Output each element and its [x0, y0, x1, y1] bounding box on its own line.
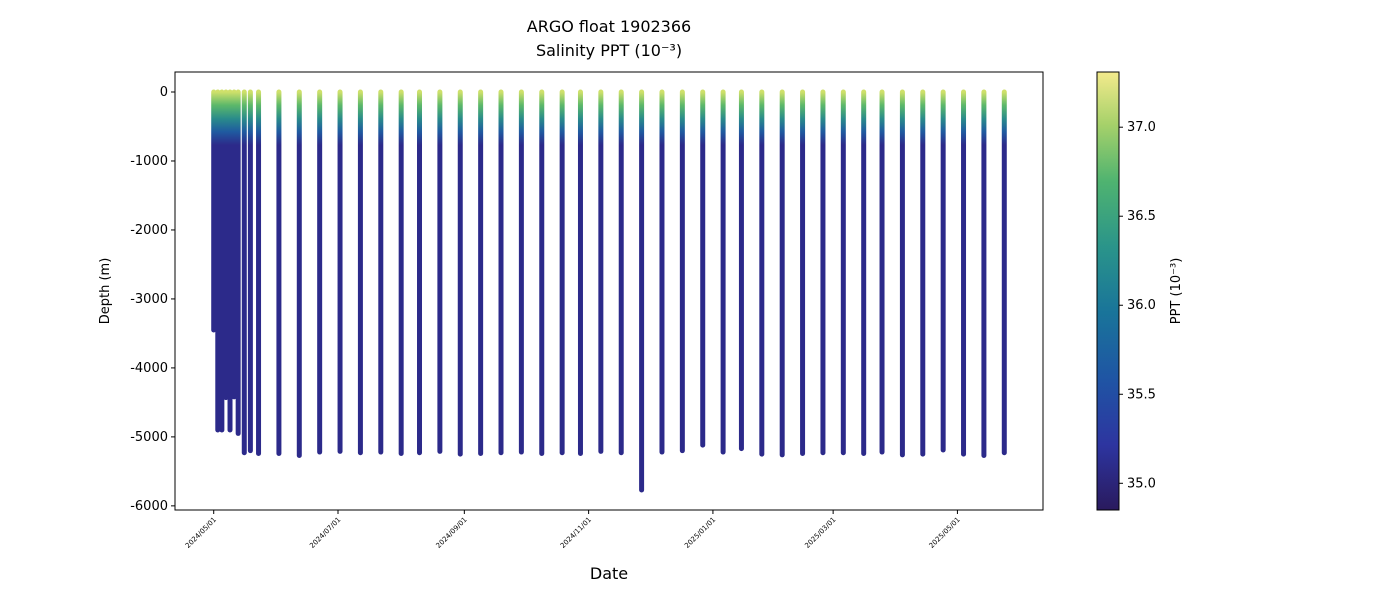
colorbar-tick-label: 37.0 — [1127, 120, 1156, 135]
x-tick-label: 2024/07/01 — [308, 516, 342, 550]
x-tick-label: 2024/09/01 — [435, 516, 469, 550]
y-tick-label: -4000 — [130, 361, 168, 376]
y-axis-label: Depth (m) — [98, 258, 113, 325]
plot-frame — [174, 71, 1044, 511]
y-tick-label: -2000 — [130, 223, 168, 238]
chart-subtitle: Salinity PPT (10⁻³) — [536, 41, 682, 60]
colorbar-tick-label: 36.0 — [1127, 298, 1156, 313]
x-tick-label: 2025/01/01 — [683, 516, 717, 550]
y-tick-label: -3000 — [130, 292, 168, 307]
colorbar — [1096, 71, 1120, 511]
x-tick-label: 2024/11/01 — [559, 516, 593, 550]
chart-title: ARGO float 1902366 — [527, 17, 691, 36]
y-tick-label: 0 — [160, 85, 168, 100]
y-tick-label: -5000 — [130, 430, 168, 445]
colorbar-label: PPT (10⁻³) — [1169, 258, 1184, 325]
colorbar-tick-label: 36.5 — [1127, 209, 1156, 224]
y-tick-label: -1000 — [130, 154, 168, 169]
x-tick-label: 2024/05/01 — [184, 516, 218, 550]
colorbar-tick-label: 35.5 — [1127, 387, 1156, 402]
x-tick-label: 2025/05/01 — [928, 516, 962, 550]
x-tick-label: 2025/03/01 — [803, 516, 837, 550]
colorbar-tick-label: 35.0 — [1127, 476, 1156, 491]
x-axis-label: Date — [590, 564, 628, 583]
y-tick-label: -6000 — [130, 499, 168, 514]
